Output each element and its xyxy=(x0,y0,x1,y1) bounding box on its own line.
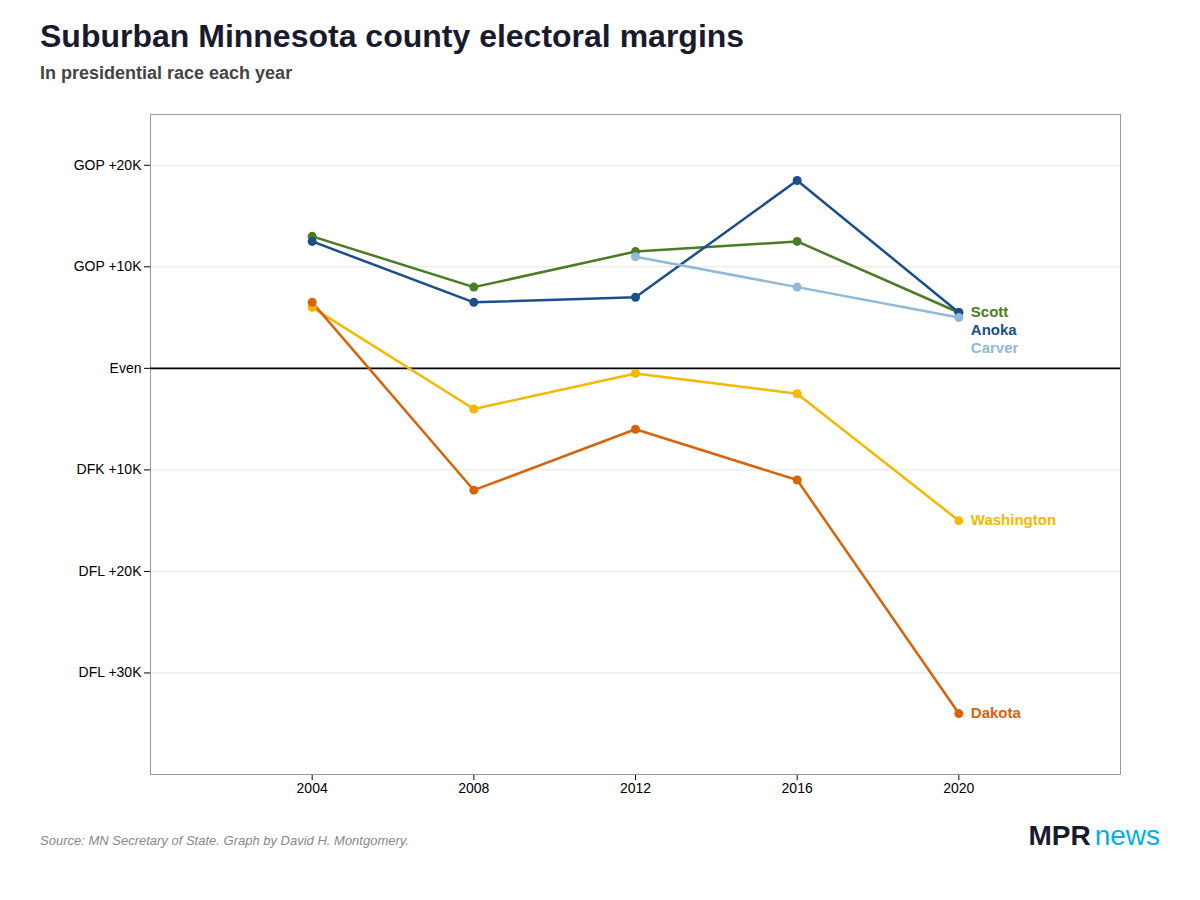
svg-text:Even: Even xyxy=(110,360,142,376)
html-text:Source: MN Secretary of State.: Source: MN Secretary of State. Graph by … xyxy=(40,833,409,848)
svg-text:2012: 2012 xyxy=(620,780,651,796)
svg-text:DFL +20K: DFL +20K xyxy=(79,563,143,579)
svg-text:2008: 2008 xyxy=(458,780,489,796)
svg-text:DFL +30K: DFL +30K xyxy=(79,664,143,680)
svg-text:DFK +10K: DFK +10K xyxy=(77,461,143,477)
svg-text:GOP +10K: GOP +10K xyxy=(74,258,143,274)
svg-text:Scott: Scott xyxy=(971,303,1009,320)
html-text:Suburban Minnesota county elec: Suburban Minnesota county electoral marg… xyxy=(40,18,745,54)
svg-text:Anoka: Anoka xyxy=(971,321,1018,338)
svg-text:Carver: Carver xyxy=(971,339,1019,356)
svg-text:2020: 2020 xyxy=(943,780,974,796)
svg-text:GOP +20K: GOP +20K xyxy=(74,157,143,173)
svg-text:2004: 2004 xyxy=(297,780,328,796)
svg-text:Dakota: Dakota xyxy=(971,704,1022,721)
html-text:MPR news: MPR news xyxy=(1028,820,1160,851)
svg-text:Washington: Washington xyxy=(971,511,1056,528)
svg-text:2016: 2016 xyxy=(782,780,813,796)
html-text:In presidential race each year: In presidential race each year xyxy=(40,63,293,83)
